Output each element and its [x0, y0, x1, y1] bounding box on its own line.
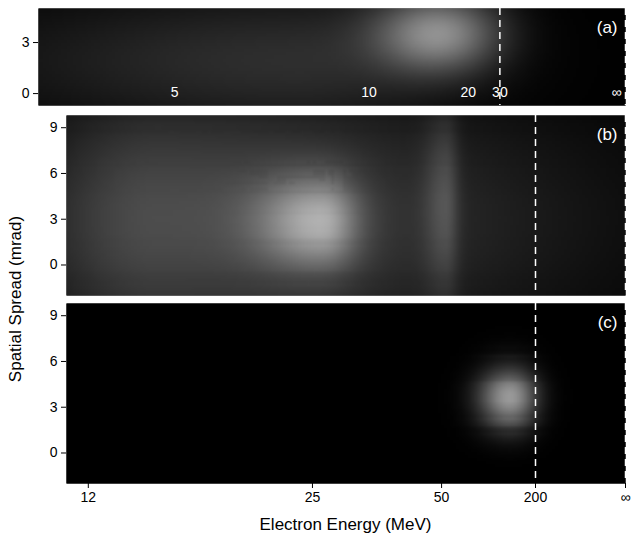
svg-text:6: 6	[50, 165, 58, 181]
svg-text:3: 3	[50, 211, 58, 227]
svg-text:0: 0	[50, 256, 58, 272]
svg-text:20: 20	[460, 84, 476, 100]
svg-text:6: 6	[50, 353, 58, 369]
svg-text:9: 9	[50, 119, 58, 135]
html-text:Electron Energy (MeV): Electron Energy (MeV)	[259, 515, 432, 534]
svg-text:12: 12	[81, 489, 97, 505]
svg-text:(b): (b)	[597, 125, 618, 144]
svg-text:0: 0	[22, 85, 30, 101]
svg-text:5: 5	[171, 84, 179, 100]
svg-text:3: 3	[50, 399, 58, 415]
svg-text:(a): (a)	[597, 18, 618, 37]
svg-text:∞: ∞	[621, 489, 631, 505]
svg-text:50: 50	[434, 489, 450, 505]
svg-text:30: 30	[492, 84, 508, 100]
svg-text:3: 3	[22, 34, 30, 50]
html-text:Spatial Spread (mrad): Spatial Spread (mrad)	[6, 215, 25, 383]
svg-text:10: 10	[361, 84, 377, 100]
svg-text:25: 25	[305, 489, 321, 505]
svg-text:0: 0	[50, 444, 58, 460]
svg-text:(c): (c)	[598, 313, 618, 332]
svg-text:200: 200	[524, 489, 548, 505]
svg-text:∞: ∞	[612, 84, 622, 100]
svg-text:9: 9	[50, 307, 58, 323]
